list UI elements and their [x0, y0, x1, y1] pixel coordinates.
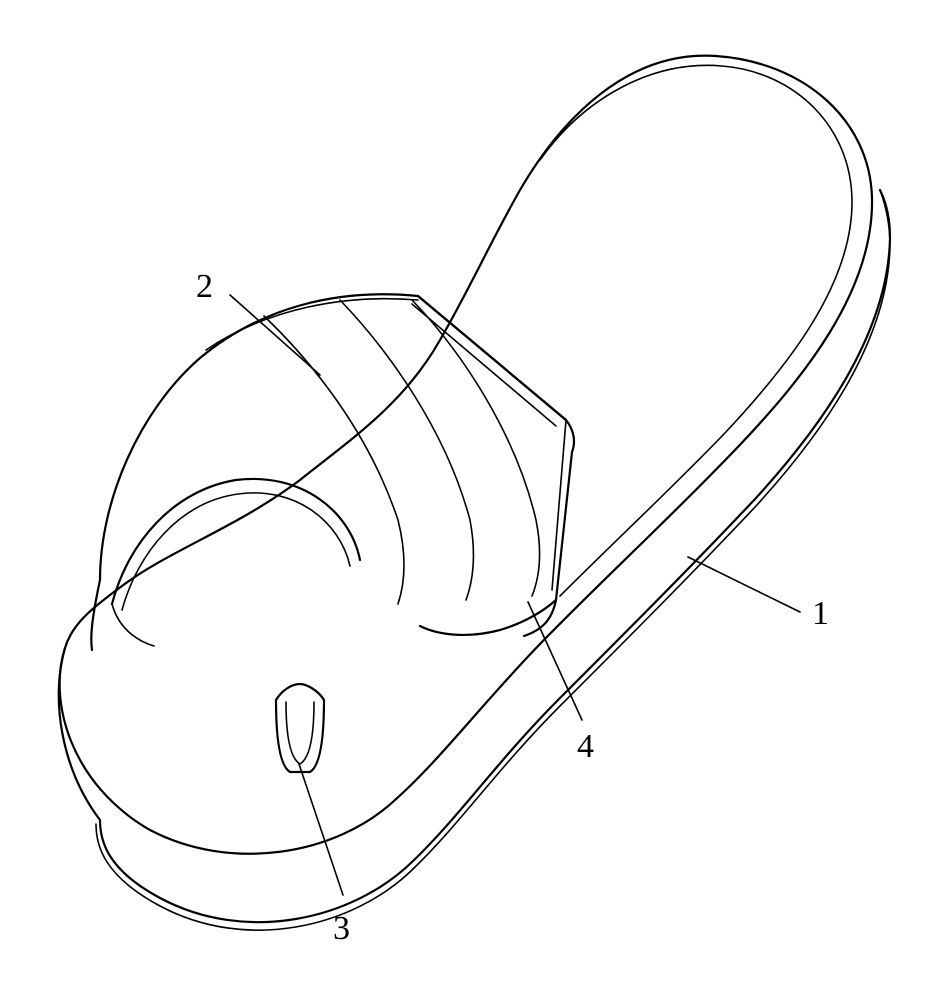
strap-rear-rim-inner: [412, 304, 556, 426]
strap-top-crease: [206, 299, 418, 350]
slipper-figure: [0, 0, 929, 1000]
strap-lower-front: [112, 604, 154, 646]
strap-rear-rim-outer: [418, 296, 566, 420]
callout-line-3: [299, 764, 343, 895]
heel-inner-line: [540, 65, 852, 596]
sole-side-wall: [59, 190, 890, 922]
callout-line-1: [688, 557, 800, 612]
strap-rib-1: [264, 316, 404, 604]
callout-label-3: 3: [333, 910, 350, 948]
callout-label-4: 4: [577, 728, 594, 766]
callout-lines: [230, 295, 800, 895]
toe-tab-inner: [286, 702, 314, 764]
strap-front-arch: [91, 580, 100, 650]
sole-top-outline: [60, 56, 872, 854]
toe-tab: [276, 684, 324, 772]
strap-rib-2: [340, 300, 473, 600]
callout-label-2: 2: [196, 268, 213, 306]
callout-label-1: 1: [812, 595, 829, 633]
strap-front-rim-outer: [112, 479, 360, 604]
strap-front-rim-inner: [122, 493, 350, 610]
sole-bottom-edge: [96, 190, 890, 930]
strap-outer: [100, 294, 574, 636]
